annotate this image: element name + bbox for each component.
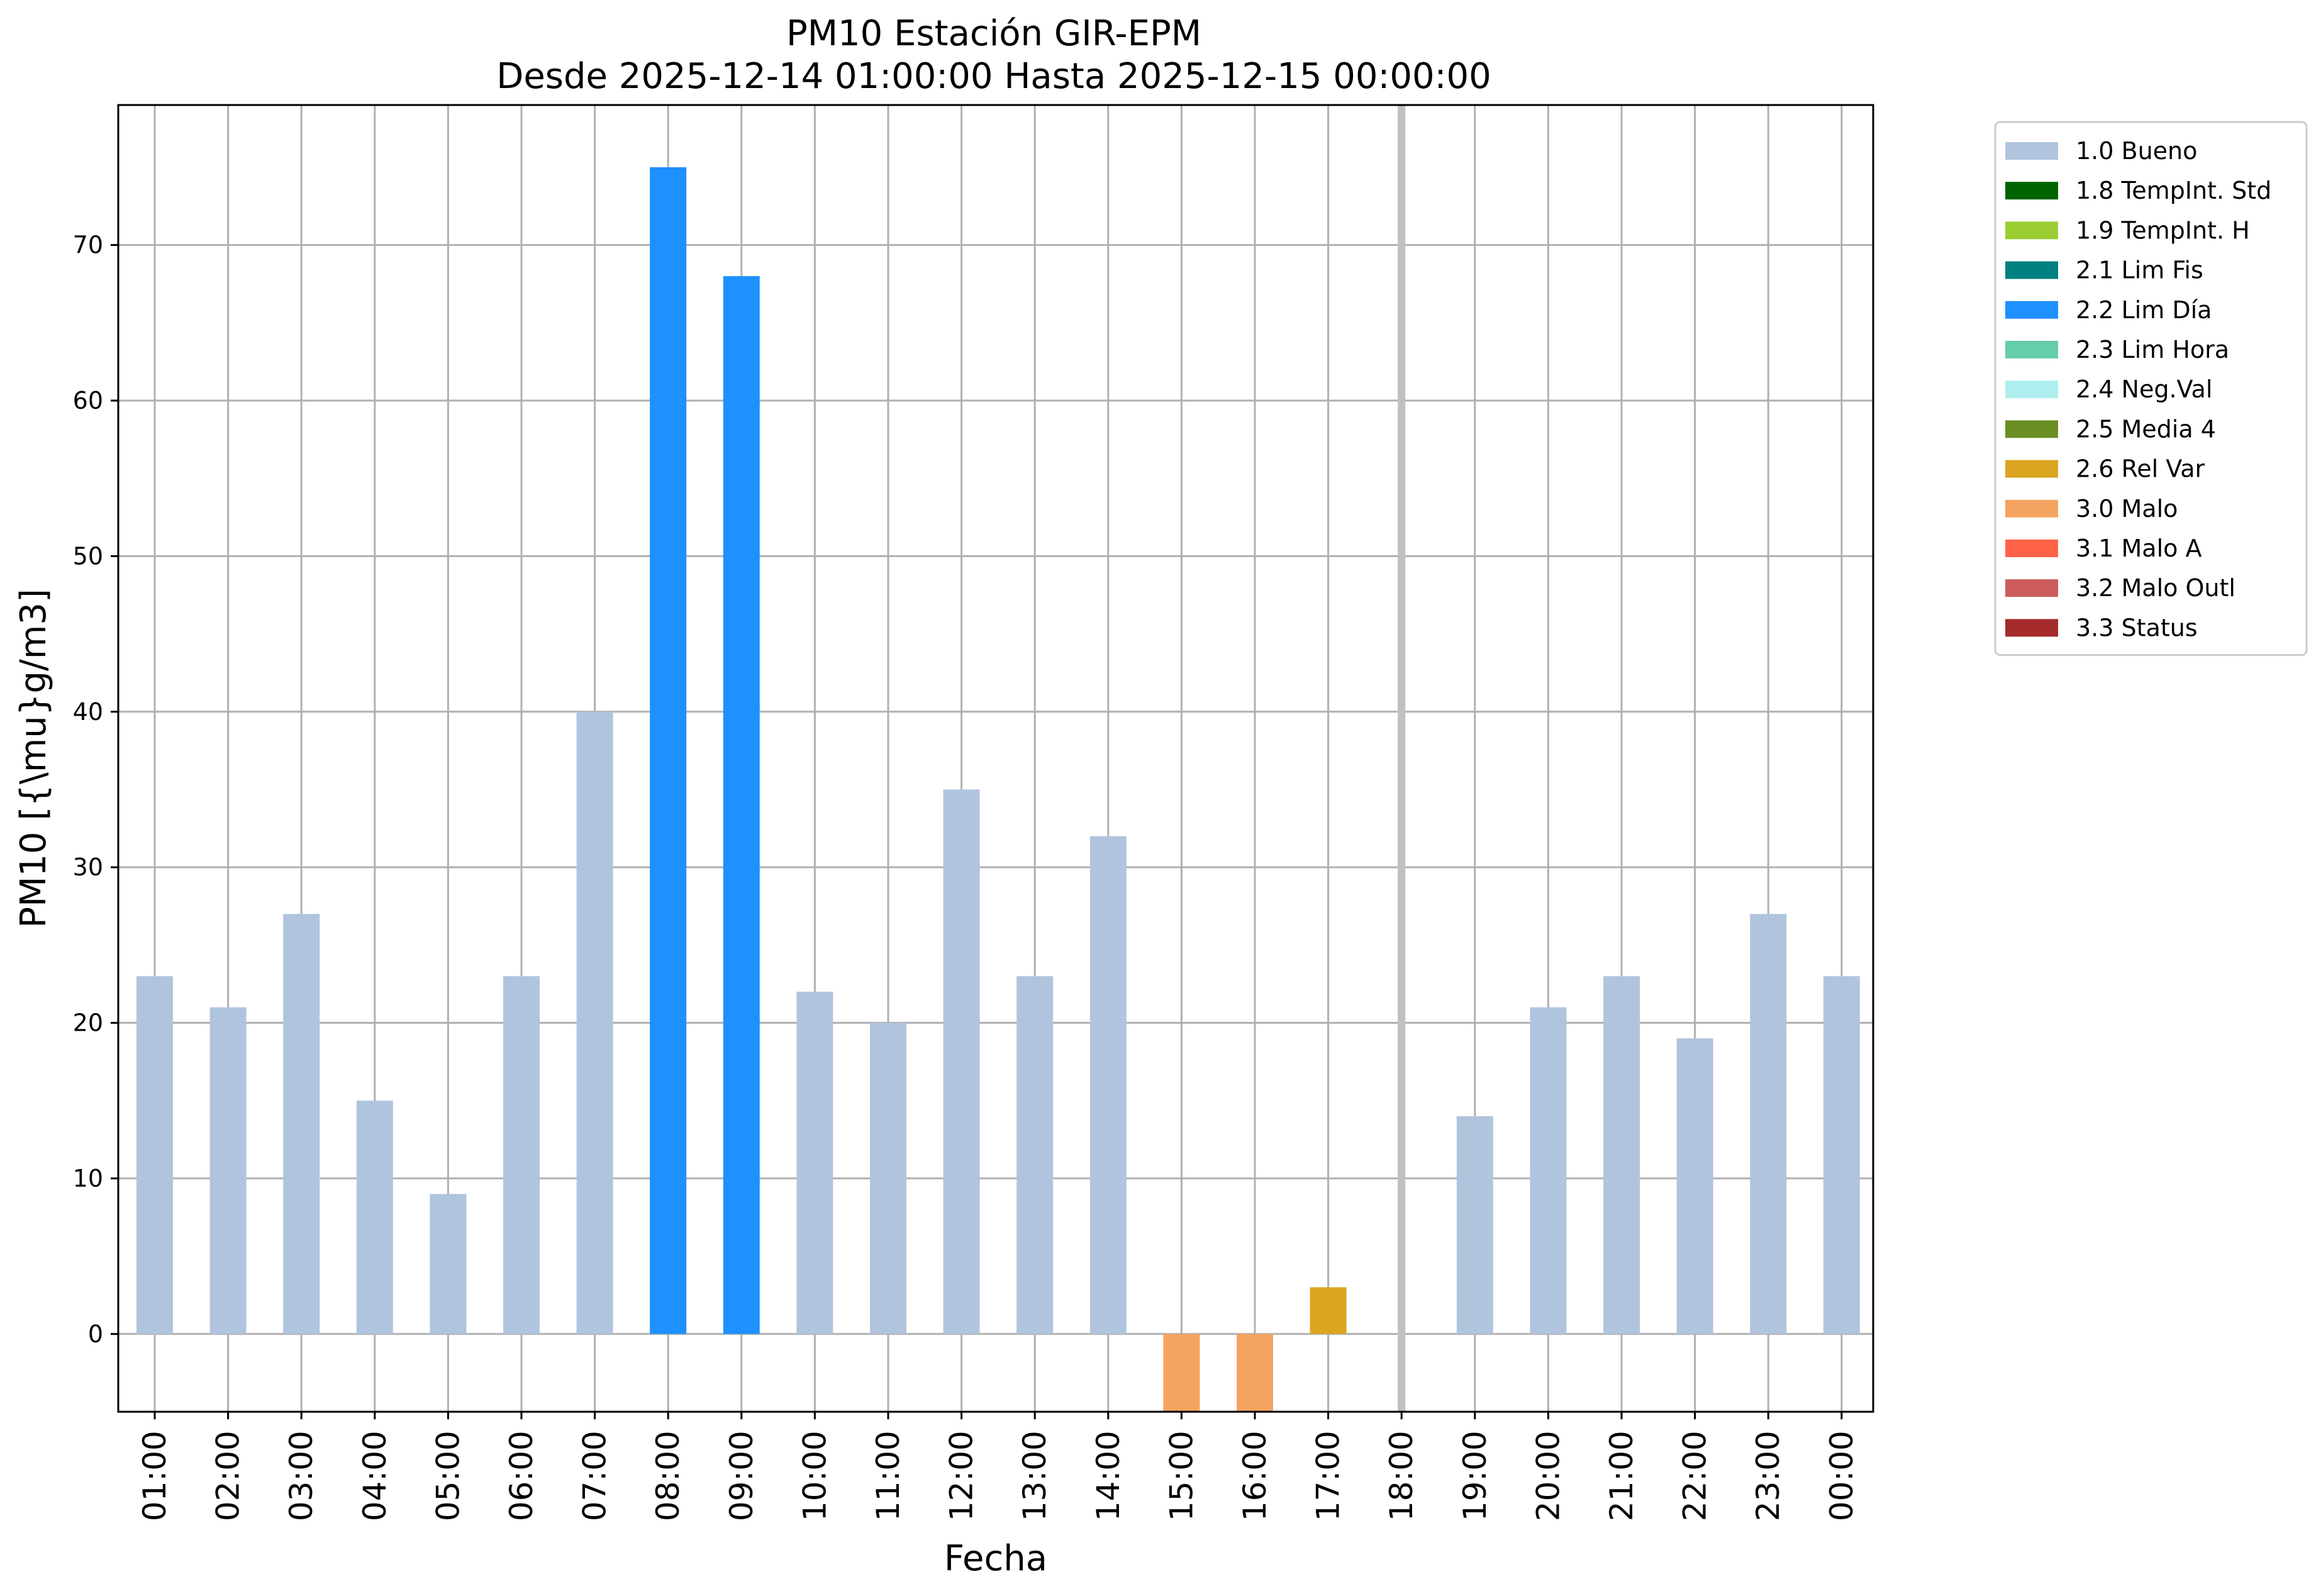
bar	[723, 276, 760, 1334]
legend-swatch	[2005, 380, 2058, 399]
y-axis: 0 10 20 30 40 50 60 70	[73, 231, 118, 1348]
y-tick-label: 70	[73, 231, 103, 259]
legend-label: 2.1 Lim Fis	[2076, 257, 2203, 284]
legend-label: 1.9 TempInt. H	[2076, 216, 2250, 244]
x-tick-label: 22:00	[1677, 1431, 1713, 1521]
legend-label: 2.6 Rel Var	[2076, 455, 2205, 483]
bar	[1089, 836, 1127, 1334]
y-tick-label: 30	[73, 853, 103, 881]
legend-label: 2.5 Media 4	[2076, 415, 2216, 443]
x-tick-label: 15:00	[1163, 1431, 1200, 1521]
chart-title: PM10 Estación GIR-EPM	[786, 13, 1201, 54]
x-tick-label: 05:00	[430, 1431, 466, 1521]
x-tick-label: 21:00	[1603, 1431, 1640, 1521]
x-tick-label: 10:00	[796, 1431, 833, 1521]
bar	[503, 976, 540, 1334]
bar	[650, 167, 687, 1334]
legend-swatch	[2005, 301, 2058, 319]
legend-swatch	[2005, 579, 2058, 597]
x-tick-label: 09:00	[723, 1431, 760, 1521]
x-tick-label: 07:00	[577, 1431, 613, 1521]
legend-swatch	[2005, 341, 2058, 358]
x-tick-label: 11:00	[870, 1431, 906, 1521]
x-tick-label: 08:00	[650, 1431, 686, 1521]
legend-swatch	[2005, 420, 2058, 438]
legend-label: 1.8 TempInt. Std	[2076, 177, 2271, 204]
legend-swatch	[2005, 261, 2058, 279]
bar	[1163, 1334, 1200, 1412]
legend-swatch	[2005, 499, 2058, 518]
x-tick-label: 00:00	[1823, 1431, 1860, 1521]
x-tick-label: 01:00	[136, 1431, 173, 1521]
bar	[1530, 1007, 1567, 1334]
bar	[283, 914, 320, 1334]
legend-swatch	[2005, 540, 2058, 557]
bar	[1676, 1038, 1713, 1334]
legend-label: 3.2 Malo Outl	[2076, 574, 2235, 602]
legend-swatch	[2005, 142, 2058, 160]
bar	[136, 976, 173, 1334]
plot-frame	[117, 104, 1874, 1413]
x-tick-label: 19:00	[1457, 1431, 1493, 1521]
bar	[943, 789, 980, 1334]
legend-swatch	[2005, 221, 2058, 240]
bar	[356, 1100, 393, 1334]
legend-label: 3.1 Malo A	[2076, 535, 2202, 562]
y-tick-label: 40	[73, 698, 103, 726]
y-tick-label: 20	[73, 1009, 103, 1037]
y-tick-label: 60	[73, 387, 103, 414]
x-tick-label: 02:00	[210, 1431, 247, 1521]
legend: 1.0 Bueno 1.8 TempInt. Std 1.9 TempInt. H 2…	[1994, 121, 2308, 657]
y-axis-label: PM10 [{\mu}g/m3]	[13, 589, 54, 928]
x-tick-label: 12:00	[944, 1431, 980, 1521]
legend-label: 1.0 Bueno	[2076, 137, 2197, 165]
legend-swatch	[2005, 182, 2058, 200]
bar	[430, 1194, 467, 1334]
legend-label: 2.3 Lim Hora	[2076, 336, 2229, 363]
bar	[796, 992, 833, 1334]
bar	[1310, 1287, 1347, 1334]
bar	[870, 1022, 906, 1334]
legend-label: 2.4 Neg.Val	[2076, 375, 2212, 403]
x-tick-label: 06:00	[503, 1431, 540, 1521]
bar	[1237, 1334, 1273, 1412]
legend-label: 3.0 Malo	[2076, 495, 2178, 523]
bar	[1603, 976, 1640, 1334]
bars	[136, 105, 1860, 1412]
bar	[1823, 976, 1860, 1334]
x-axis: 01:00 02:00 03:00 04:00 05:00 06:00 07:00 08:00…	[136, 1412, 1860, 1521]
x-tick-label: 16:00	[1237, 1431, 1273, 1521]
chart-subtitle: Desde 2025-12-14 01:00:00 Hasta 2025-12-…	[496, 56, 1491, 97]
bar	[1750, 914, 1787, 1334]
bar	[209, 1007, 247, 1334]
x-tick-label: 18:00	[1383, 1431, 1420, 1521]
legend-swatch	[2005, 460, 2058, 478]
legend-label: 2.2 Lim Día	[2076, 296, 2212, 324]
x-tick-label: 13:00	[1016, 1431, 1053, 1521]
y-tick-label: 0	[88, 1320, 103, 1348]
x-tick-label: 14:00	[1090, 1431, 1127, 1521]
x-tick-label: 20:00	[1530, 1431, 1566, 1521]
bar	[1456, 1116, 1493, 1334]
x-tick-label: 17:00	[1310, 1431, 1347, 1521]
legend-swatch	[2005, 619, 2058, 637]
legend-label: 3.3 Status	[2076, 614, 2198, 641]
y-tick-label: 10	[73, 1165, 103, 1192]
x-tick-label: 23:00	[1750, 1431, 1786, 1521]
x-axis-label: Fecha	[944, 1538, 1047, 1579]
bar	[1016, 976, 1054, 1334]
bar	[576, 711, 613, 1334]
x-tick-label: 03:00	[283, 1431, 320, 1521]
y-tick-label: 50	[73, 542, 103, 570]
legend-frame	[1994, 121, 2308, 657]
x-tick-label: 04:00	[357, 1431, 393, 1521]
